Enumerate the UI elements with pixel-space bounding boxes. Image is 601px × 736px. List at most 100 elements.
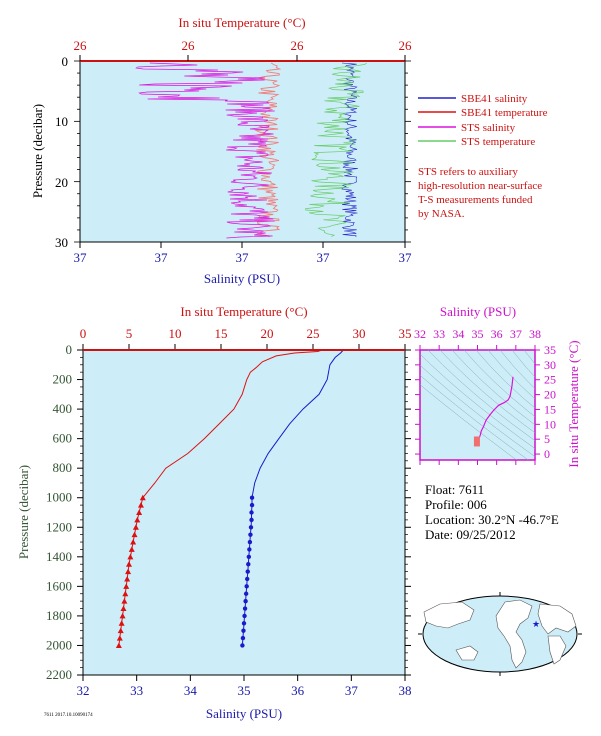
salinity-marker bbox=[240, 635, 246, 641]
sts-temperature-trace bbox=[305, 62, 367, 237]
temperature-marker bbox=[117, 627, 124, 634]
profile-date: Date: 09/25/2012 bbox=[425, 527, 516, 542]
temperature-marker bbox=[134, 516, 141, 523]
ts-density-contour bbox=[451, 350, 535, 426]
ts-density-contour bbox=[475, 350, 535, 409]
legend-label-sbe41-temperature: SBE41 temperature bbox=[461, 107, 548, 119]
main-left-tick-label: 1800 bbox=[46, 608, 72, 623]
top-chart-ticks bbox=[74, 55, 411, 248]
profile-number: Profile: 006 bbox=[425, 497, 487, 512]
ts-right-tick-label: 10 bbox=[544, 417, 556, 431]
main-left-tick-label: 1600 bbox=[46, 578, 72, 593]
ts-top-tick-label: 33 bbox=[433, 327, 445, 341]
ts-right-tick-label: 15 bbox=[544, 402, 556, 416]
salinity-marker bbox=[242, 606, 248, 611]
ts-top-tick-label: 35 bbox=[472, 327, 484, 341]
ts-right-tick-label: 0 bbox=[544, 447, 550, 461]
main-left-tick-label: 1200 bbox=[46, 519, 72, 534]
main-top-tick-label: 35 bbox=[399, 326, 412, 341]
salinity-marker bbox=[243, 598, 248, 604]
ts-right-tick-label: 35 bbox=[544, 343, 556, 357]
salinity-marker bbox=[249, 517, 254, 523]
main-chart-left-axis-label: Pressure (decibar) bbox=[16, 465, 31, 559]
temperature-marker bbox=[139, 494, 146, 501]
temperature-marker bbox=[130, 539, 137, 545]
ts-density-contour bbox=[427, 350, 535, 441]
ts-top-tick-label: 37 bbox=[510, 327, 522, 341]
top-chart-top-tick-label: 26 bbox=[399, 38, 413, 53]
top-chart: In situ Temperature (°C) 26 26 26 26 37 … bbox=[30, 15, 412, 286]
ts-density-contour bbox=[420, 353, 535, 449]
ts-density-contours bbox=[420, 350, 535, 460]
ts-top-tick-label: 34 bbox=[452, 327, 464, 341]
salinity-marker bbox=[243, 591, 249, 596]
salinity-marker bbox=[241, 628, 246, 633]
ts-top-tick-label: 32 bbox=[414, 327, 426, 341]
main-chart-top-axis-label: In situ Temperature (°C) bbox=[180, 304, 307, 319]
sts-note-line: by NASA. bbox=[418, 208, 465, 220]
salinity-marker bbox=[247, 539, 253, 545]
sts-note-line: high-resolution near-surface bbox=[418, 180, 542, 192]
ts-density-contour bbox=[487, 350, 535, 400]
main-top-tick-label: 10 bbox=[169, 326, 182, 341]
salinity-marker bbox=[248, 532, 253, 537]
salinity-marker bbox=[244, 584, 249, 589]
top-chart-bottom-axis-label: Salinity (PSU) bbox=[204, 271, 280, 286]
salinity-marker bbox=[242, 613, 247, 619]
top-chart-left-tick-label: 0 bbox=[62, 54, 69, 69]
main-top-tick-label: 20 bbox=[261, 326, 274, 341]
main-bottom-tick-label: 36 bbox=[291, 683, 305, 698]
top-chart-traces bbox=[135, 62, 367, 239]
main-left-tick-label: 0 bbox=[66, 342, 73, 357]
temperature-marker bbox=[120, 605, 127, 612]
ts-density-contour bbox=[511, 350, 535, 378]
main-top-tick-label: 30 bbox=[353, 326, 366, 341]
top-chart-left-axis-label: Pressure (decibar) bbox=[30, 104, 45, 198]
temperature-marker bbox=[123, 583, 130, 589]
temperature-marker bbox=[119, 612, 126, 619]
temperature-marker bbox=[136, 509, 143, 515]
salinity-marker bbox=[249, 495, 255, 500]
legend-label-sts-temperature: STS temperature bbox=[461, 136, 535, 148]
float-id: Float: 7611 bbox=[425, 482, 484, 497]
main-bottom-tick-label: 34 bbox=[184, 683, 198, 698]
sts-salinity-trace bbox=[135, 62, 275, 239]
main-bottom-tick-label: 32 bbox=[77, 683, 90, 698]
temperature-marker bbox=[126, 561, 132, 567]
main-bottom-tick-label: 37 bbox=[345, 683, 359, 698]
map-land-africa bbox=[547, 635, 567, 665]
float-location: Location: 30.2°N -46.7°E bbox=[425, 512, 559, 527]
temperature-marker bbox=[125, 568, 132, 575]
temperature-marker bbox=[116, 635, 123, 641]
temperature-marker bbox=[122, 590, 129, 597]
main-top-tick-label: 15 bbox=[215, 326, 228, 341]
top-chart-bottom-tick-label: 37 bbox=[317, 250, 331, 265]
salinity-marker bbox=[249, 510, 254, 515]
salinity-marker bbox=[241, 621, 247, 626]
salinity-marker bbox=[246, 554, 252, 560]
ts-top-tick-label: 36 bbox=[491, 327, 503, 341]
top-chart-top-tick-label: 26 bbox=[291, 38, 305, 53]
ts-top-tick-label: 38 bbox=[529, 327, 541, 341]
top-chart-top-tick-label: 26 bbox=[74, 38, 88, 53]
temperature-marker bbox=[131, 531, 138, 538]
main-bottom-tick-label: 38 bbox=[399, 683, 412, 698]
main-left-tick-label: 400 bbox=[53, 401, 73, 416]
temperature-line bbox=[142, 349, 323, 499]
top-chart-top-tick-label: 26 bbox=[182, 38, 196, 53]
salinity-marker bbox=[248, 525, 254, 530]
main-left-tick-label: 200 bbox=[53, 372, 73, 387]
main-left-tick-label: 1400 bbox=[46, 549, 72, 564]
temperature-marker bbox=[128, 546, 135, 552]
main-bottom-tick-label: 33 bbox=[130, 683, 143, 698]
map-land-australia bbox=[455, 645, 479, 661]
main-chart-ticks bbox=[77, 344, 411, 681]
main-bottom-tick-label: 35 bbox=[238, 683, 251, 698]
temperature-marker bbox=[124, 575, 131, 582]
salinity-line bbox=[251, 349, 344, 498]
main-chart-traces bbox=[115, 349, 344, 648]
temperature-marker bbox=[121, 598, 128, 604]
